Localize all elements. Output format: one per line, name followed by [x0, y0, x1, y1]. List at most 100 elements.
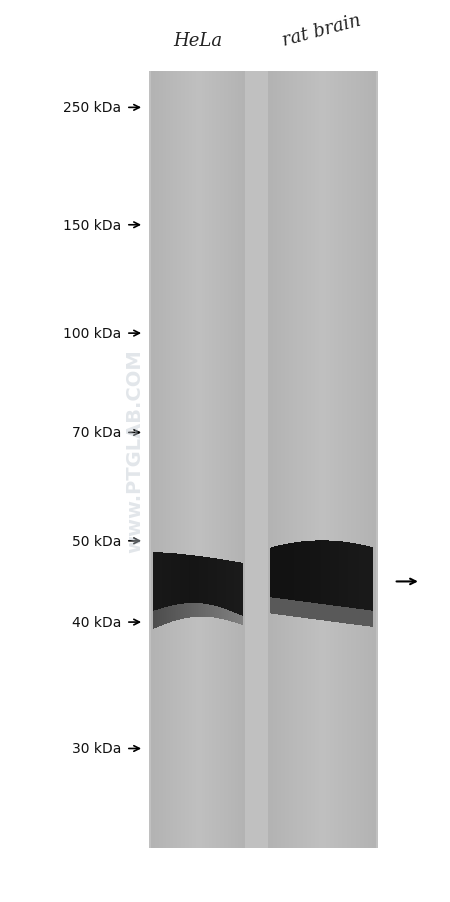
Bar [333, 72, 334, 848]
Bar [175, 554, 176, 605]
Bar [217, 559, 218, 607]
Bar [166, 607, 167, 624]
Bar [374, 72, 376, 848]
Bar [165, 607, 166, 624]
Bar [368, 72, 369, 848]
Bar [225, 610, 226, 621]
Bar [363, 546, 364, 610]
Bar [181, 604, 182, 620]
Bar [300, 72, 302, 848]
Bar [217, 607, 218, 619]
Bar [209, 72, 210, 848]
Bar [268, 72, 376, 848]
Bar [168, 72, 170, 848]
Bar [320, 72, 322, 848]
Bar [196, 557, 197, 603]
Bar [278, 599, 279, 615]
Bar [289, 544, 290, 600]
Bar [212, 72, 213, 848]
Bar [321, 604, 322, 621]
Bar [308, 541, 309, 603]
Text: 250 kDa: 250 kDa [63, 101, 122, 115]
Bar [238, 72, 239, 848]
Bar [281, 72, 283, 848]
Bar [237, 614, 238, 623]
Bar [328, 72, 330, 848]
Bar [189, 72, 190, 848]
Bar [325, 604, 326, 621]
Bar [324, 604, 325, 621]
Bar [170, 554, 171, 606]
Bar [273, 72, 274, 848]
Bar [171, 72, 172, 848]
Bar [332, 605, 333, 621]
Bar [217, 72, 218, 848]
Bar [337, 72, 338, 848]
Bar [176, 605, 177, 621]
Bar [303, 72, 304, 848]
Bar [326, 541, 327, 605]
Bar [210, 605, 211, 617]
Bar [327, 605, 328, 621]
Bar [372, 72, 373, 848]
Bar [240, 563, 241, 615]
Bar [199, 557, 200, 603]
Bar [234, 72, 236, 848]
Bar [180, 72, 181, 848]
Bar [202, 72, 203, 848]
Bar [292, 543, 293, 601]
Bar [348, 608, 349, 624]
Bar [305, 541, 306, 603]
Bar [208, 557, 209, 604]
Bar [165, 72, 166, 848]
Bar [311, 603, 312, 620]
Bar [287, 600, 288, 616]
Bar [170, 606, 171, 622]
Bar [318, 72, 319, 848]
Bar [153, 611, 154, 629]
Bar [192, 556, 193, 603]
Bar [197, 603, 198, 617]
Bar [224, 609, 225, 620]
Bar [351, 608, 352, 624]
Bar [242, 616, 243, 625]
Bar [285, 72, 287, 848]
Bar [186, 555, 187, 603]
Bar [299, 72, 300, 848]
Bar [309, 603, 310, 619]
Bar [232, 561, 233, 612]
Text: 150 kDa: 150 kDa [63, 218, 122, 233]
Bar [343, 542, 344, 607]
Bar [363, 610, 364, 626]
Bar [318, 604, 319, 621]
Bar [315, 603, 316, 620]
Bar [368, 611, 369, 627]
Bar [283, 599, 284, 615]
Bar [288, 72, 289, 848]
Bar [316, 72, 318, 848]
Bar [209, 557, 210, 605]
Bar [233, 562, 234, 612]
Bar [319, 72, 320, 848]
Bar [240, 72, 242, 848]
Bar [304, 541, 305, 602]
Bar [336, 541, 337, 606]
Bar [352, 543, 353, 608]
Bar [192, 72, 194, 848]
Bar [287, 544, 288, 600]
Bar [273, 598, 274, 614]
Bar [194, 603, 195, 617]
Bar [211, 72, 212, 848]
Bar [204, 557, 205, 604]
Bar [308, 603, 309, 619]
Bar [219, 559, 220, 607]
Bar [154, 72, 156, 848]
Bar [341, 542, 342, 607]
Bar [182, 604, 183, 619]
Bar [277, 599, 278, 615]
Bar [232, 612, 233, 622]
Bar [231, 612, 232, 621]
Text: 30 kDa: 30 kDa [72, 741, 122, 756]
Bar [314, 541, 315, 603]
Bar [224, 72, 225, 848]
